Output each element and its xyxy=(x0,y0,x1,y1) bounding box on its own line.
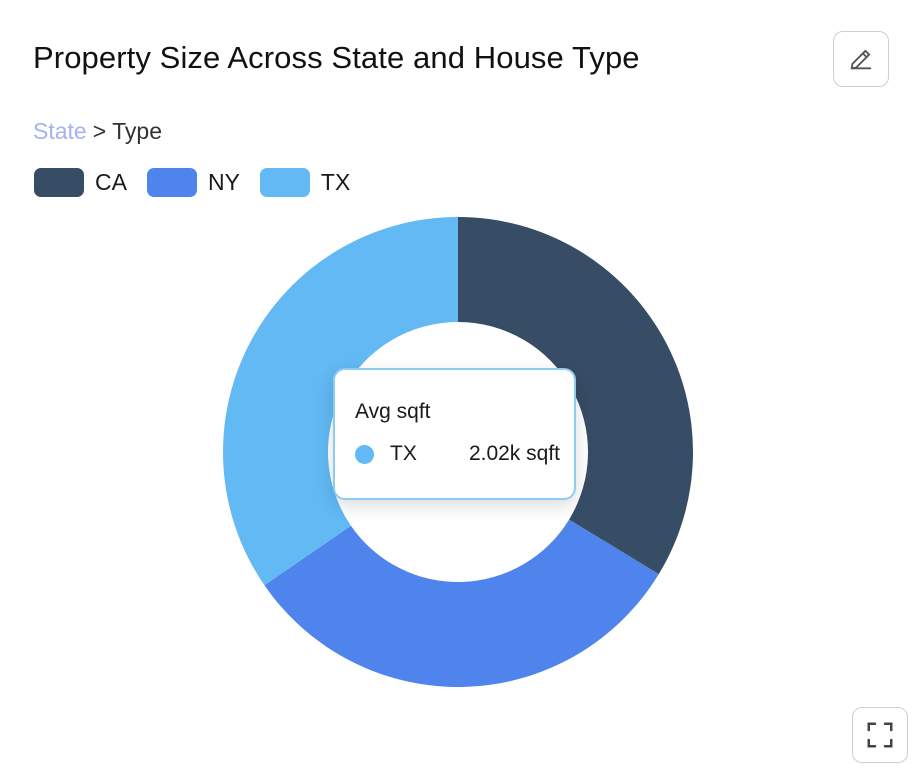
breadcrumb-link-state[interactable]: State xyxy=(33,118,87,144)
tooltip-value: 2.02k sqft xyxy=(468,442,560,465)
donut-slice-tx[interactable] xyxy=(222,217,458,586)
legend-swatch-ca xyxy=(34,168,84,197)
donut-slice-ny[interactable] xyxy=(264,519,659,687)
fullscreen-icon xyxy=(867,722,893,748)
legend-label-ca: CA xyxy=(95,169,127,195)
legend-swatch-ny xyxy=(146,168,197,197)
tooltip-row: TX 2.02k sqft xyxy=(355,442,560,466)
tooltip-series-dot xyxy=(355,444,374,464)
legend-item-tx[interactable]: TX xyxy=(259,168,351,197)
legend-label-ny: NY xyxy=(207,169,240,195)
tooltip-series-label: TX xyxy=(390,442,417,465)
legend-item-ny[interactable]: NY xyxy=(146,168,240,197)
breadcrumb-current: Type xyxy=(112,118,163,144)
legend-label-tx: TX xyxy=(320,169,351,195)
breadcrumb-separator: > xyxy=(92,118,107,144)
chart-title: Property Size Across State and House Typ… xyxy=(33,40,640,75)
chart-tooltip: Avg sqft TX 2.02k sqft xyxy=(333,368,576,500)
tooltip-title: Avg sqft xyxy=(355,400,431,423)
pencil-icon xyxy=(850,49,872,70)
fullscreen-button[interactable] xyxy=(852,707,908,763)
edit-button[interactable] xyxy=(833,31,889,87)
legend-swatch-tx xyxy=(259,168,310,197)
legend: CA NY TX xyxy=(34,168,350,197)
breadcrumb: State > Type xyxy=(33,118,162,145)
legend-item-ca[interactable]: CA xyxy=(34,168,127,197)
